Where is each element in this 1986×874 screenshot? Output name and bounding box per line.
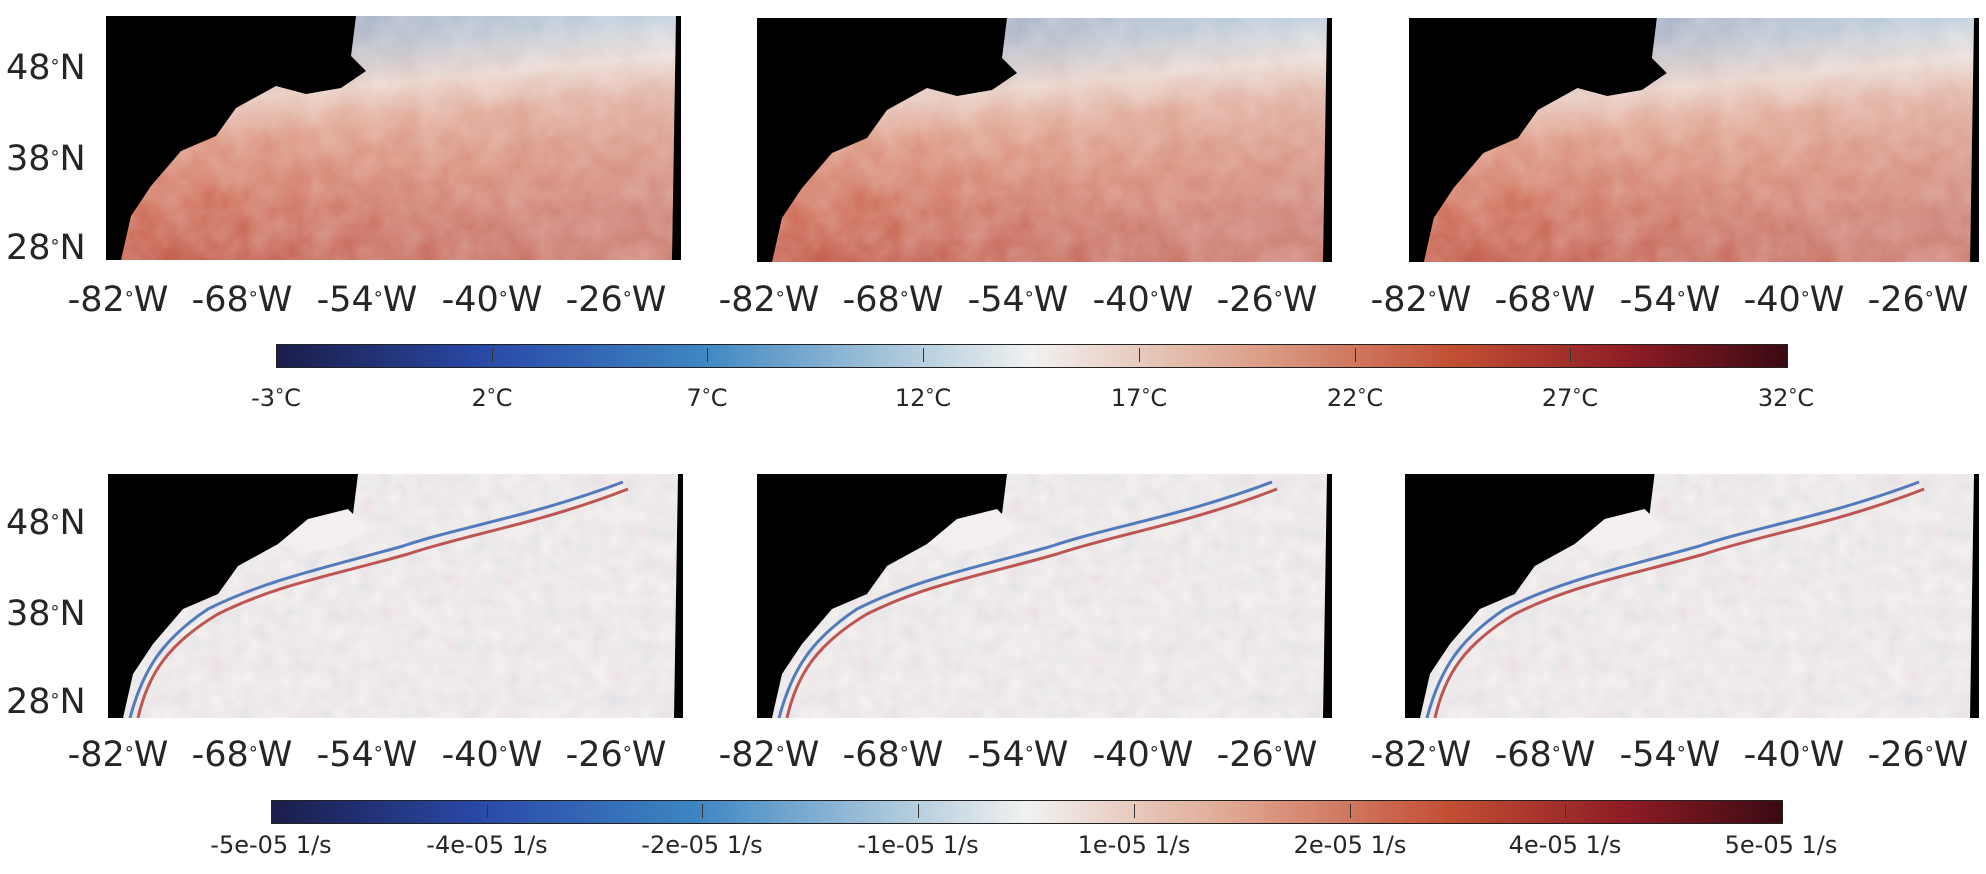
lon-label-40w-bottom-3: -40°W xyxy=(1743,735,1845,775)
temp-tick xyxy=(1570,348,1571,362)
lon-label-40w-top-1: -40°W xyxy=(441,280,543,320)
vort-tick-label: 4e-05 1/s xyxy=(1508,831,1622,859)
lat-label-28n-top: 28°N xyxy=(6,228,86,268)
temp-tick-label: -3°C xyxy=(251,384,301,412)
temp-tick xyxy=(1355,348,1356,362)
vort-tick-label: -5e-05 1/s xyxy=(210,831,332,859)
temp-tick xyxy=(492,348,493,362)
lon-label-40w-top-3: -40°W xyxy=(1743,280,1845,320)
temp-tick-label: 7°C xyxy=(686,384,728,412)
vorticity-map-1 xyxy=(108,474,683,718)
lon-label-54w-bottom-3: -54°W xyxy=(1619,735,1721,775)
vort-tick xyxy=(1565,804,1566,818)
lon-label-68w-top-2: -68°W xyxy=(842,280,944,320)
sst-map-2 xyxy=(757,18,1332,262)
lon-label-26w-bottom-3: -26°W xyxy=(1867,735,1969,775)
lon-label-54w-top-3: -54°W xyxy=(1619,280,1721,320)
lat-label-48n-top: 48°N xyxy=(6,48,86,88)
temp-tick-label: 27°C xyxy=(1541,384,1599,412)
lon-label-82w-top-3: -82°W xyxy=(1370,280,1472,320)
lon-label-82w-bottom-3: -82°W xyxy=(1370,735,1472,775)
lon-label-26w-bottom-1: -26°W xyxy=(565,735,667,775)
vort-tick-label: -4e-05 1/s xyxy=(426,831,548,859)
vort-tick-label: 1e-05 1/s xyxy=(1077,831,1191,859)
temp-tick xyxy=(923,348,924,362)
lon-label-26w-top-2: -26°W xyxy=(1216,280,1318,320)
lon-label-82w-top-2: -82°W xyxy=(718,280,820,320)
lon-label-54w-bottom-1: -54°W xyxy=(316,735,418,775)
vort-tick-label: 5e-05 1/s xyxy=(1724,831,1838,859)
lat-label-48n-bottom: 48°N xyxy=(6,503,86,543)
vort-tick-label: 2e-05 1/s xyxy=(1293,831,1407,859)
lon-label-68w-top-1: -68°W xyxy=(191,280,293,320)
lon-label-82w-bottom-1: -82°W xyxy=(67,735,169,775)
vort-tick-label: -2e-05 1/s xyxy=(641,831,763,859)
vort-tick xyxy=(702,804,703,818)
lat-label-38n-bottom: 38°N xyxy=(6,594,86,634)
lon-label-26w-bottom-2: -26°W xyxy=(1216,735,1318,775)
lon-label-82w-top-1: -82°W xyxy=(67,280,169,320)
vort-tick xyxy=(487,804,488,818)
temp-tick xyxy=(1139,348,1140,362)
lon-label-68w-top-3: -68°W xyxy=(1494,280,1596,320)
temp-tick-label: 2°C xyxy=(471,384,513,412)
sst-map-3 xyxy=(1409,18,1979,262)
lon-label-54w-top-1: -54°W xyxy=(316,280,418,320)
lon-label-26w-top-3: -26°W xyxy=(1867,280,1969,320)
vorticity-map-3 xyxy=(1405,474,1979,718)
temp-tick xyxy=(707,348,708,362)
lon-label-40w-bottom-2: -40°W xyxy=(1092,735,1194,775)
vort-tick xyxy=(1350,804,1351,818)
lon-label-26w-top-1: -26°W xyxy=(565,280,667,320)
lon-label-68w-bottom-3: -68°W xyxy=(1494,735,1596,775)
lon-label-68w-bottom-1: -68°W xyxy=(191,735,293,775)
lat-label-28n-bottom: 28°N xyxy=(6,682,86,722)
lat-label-38n-top: 38°N xyxy=(6,139,86,179)
lon-label-40w-bottom-1: -40°W xyxy=(441,735,543,775)
temp-tick-label: 22°C xyxy=(1326,384,1384,412)
temperature-colorbar xyxy=(276,344,1788,368)
vorticity-colorbar xyxy=(271,800,1783,824)
lon-label-54w-bottom-2: -54°W xyxy=(967,735,1069,775)
lon-label-82w-bottom-2: -82°W xyxy=(718,735,820,775)
temp-tick-label: 12°C xyxy=(894,384,952,412)
lon-label-68w-bottom-2: -68°W xyxy=(842,735,944,775)
lon-label-40w-top-2: -40°W xyxy=(1092,280,1194,320)
sst-map-1 xyxy=(106,16,681,260)
vort-tick xyxy=(1134,804,1135,818)
vorticity-map-2 xyxy=(757,474,1332,718)
lon-label-54w-top-2: -54°W xyxy=(967,280,1069,320)
temp-tick-label: 32°C xyxy=(1757,384,1815,412)
temp-tick-label: 17°C xyxy=(1110,384,1168,412)
vort-tick-label: -1e-05 1/s xyxy=(857,831,979,859)
vort-tick xyxy=(918,804,919,818)
